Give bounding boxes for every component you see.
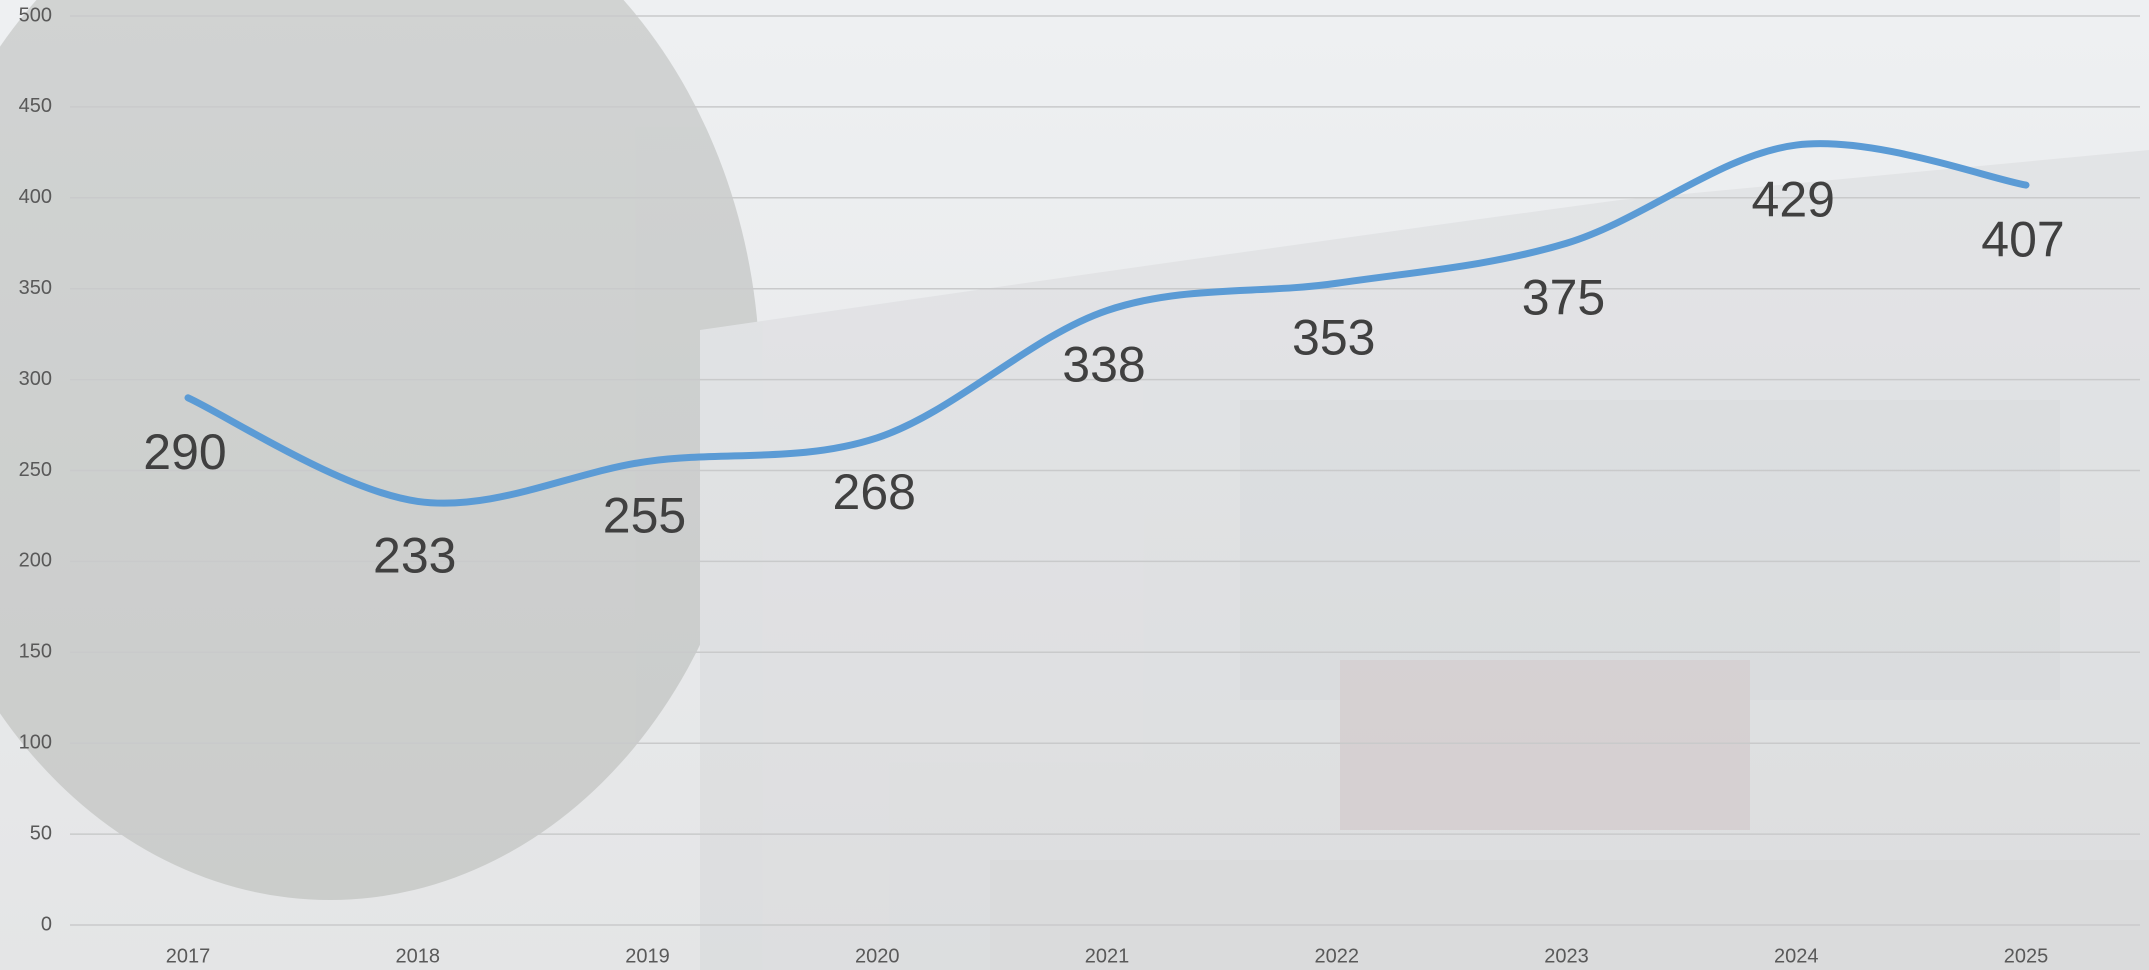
data-label: 353 — [1292, 309, 1375, 365]
y-tick-label: 0 — [41, 913, 52, 935]
y-tick-label: 400 — [19, 186, 52, 208]
y-tick-label: 250 — [19, 459, 52, 481]
data-label: 407 — [1981, 211, 2064, 267]
y-tick-label: 100 — [19, 731, 52, 753]
data-label: 338 — [1062, 337, 1145, 393]
data-label: 290 — [143, 424, 226, 480]
x-tick-label: 2017 — [166, 945, 211, 967]
x-tick-label: 2018 — [396, 945, 441, 967]
y-tick-label: 300 — [19, 368, 52, 390]
x-tick-label: 2025 — [2004, 945, 2049, 967]
y-tick-label: 350 — [19, 277, 52, 299]
y-tick-label: 50 — [30, 822, 52, 844]
x-tick-label: 2023 — [1544, 945, 1589, 967]
line — [184, 140, 2030, 507]
y-tick-label: 450 — [19, 95, 52, 117]
y-tick-label: 200 — [19, 550, 52, 572]
y-tick-label: 500 — [19, 4, 52, 26]
x-tick-label: 2019 — [625, 945, 670, 967]
x-tick-label: 2024 — [1774, 945, 1819, 967]
x-tick-label: 2021 — [1085, 945, 1130, 967]
x-tick-label: 2022 — [1315, 945, 1360, 967]
data-label: 255 — [603, 488, 686, 544]
data-label: 233 — [373, 528, 456, 584]
data-label: 268 — [833, 464, 916, 520]
x-tick-label: 2020 — [855, 945, 900, 967]
y-tick-label: 150 — [19, 641, 52, 663]
data-label: 375 — [1522, 269, 1605, 325]
data-label: 429 — [1752, 171, 1835, 227]
